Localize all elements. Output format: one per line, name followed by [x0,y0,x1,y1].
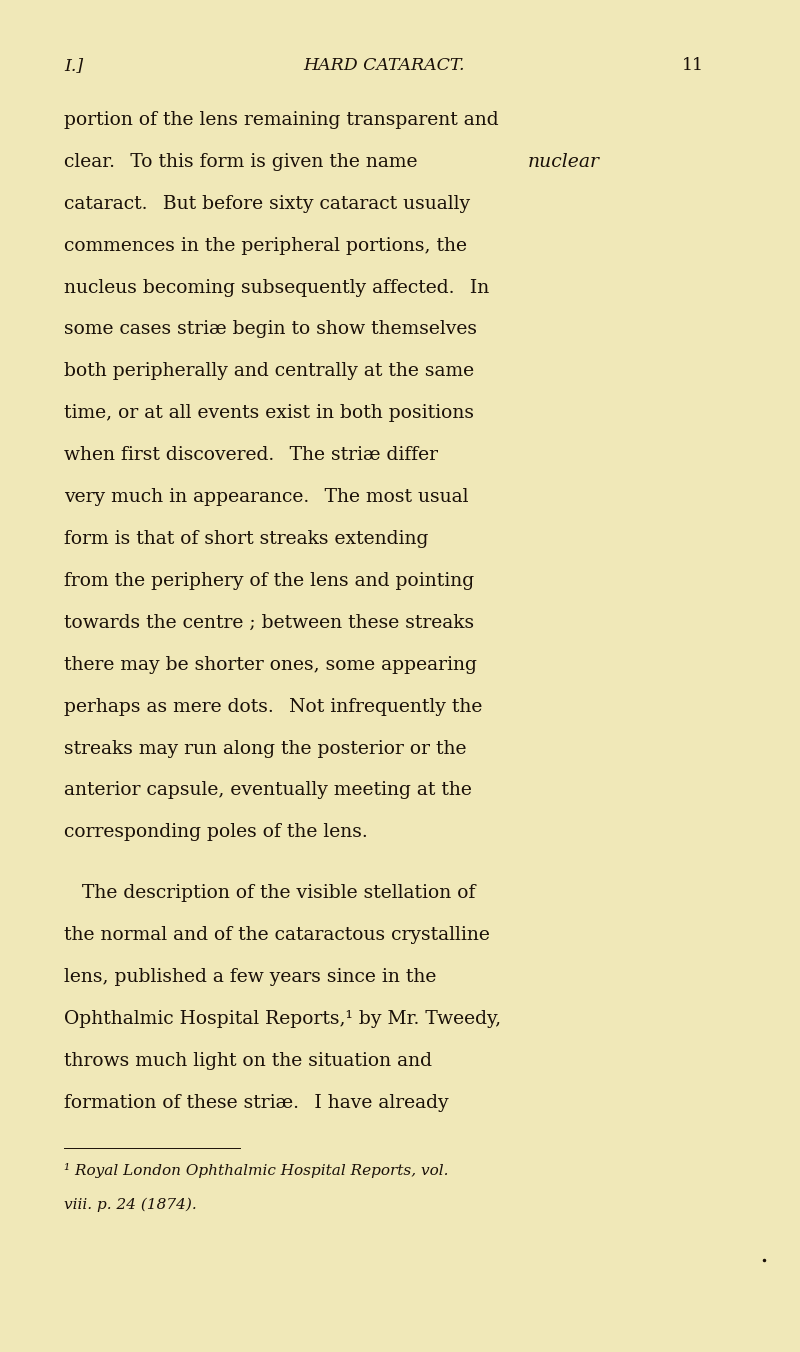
Text: I.]: I.] [64,57,83,74]
Text: there may be shorter ones, some appearing: there may be shorter ones, some appearin… [64,656,477,673]
Text: very much in appearance.  The most usual: very much in appearance. The most usual [64,488,469,506]
Text: Ophthalmic Hospital Reports,¹ by Mr. Tweedy,: Ophthalmic Hospital Reports,¹ by Mr. Twe… [64,1010,501,1028]
Text: portion of the lens remaining transparent and: portion of the lens remaining transparen… [64,111,498,128]
Text: nucleus becoming subsequently affected.  In: nucleus becoming subsequently affected. … [64,279,490,296]
Text: HARD CATARACT.: HARD CATARACT. [303,57,465,74]
Text: throws much light on the situation and: throws much light on the situation and [64,1052,432,1069]
Text: form is that of short streaks extending: form is that of short streaks extending [64,530,428,548]
Text: time, or at all events exist in both positions: time, or at all events exist in both pos… [64,404,474,422]
Text: clear.  To this form is given the name: clear. To this form is given the name [64,153,423,170]
Text: commences in the peripheral portions, the: commences in the peripheral portions, th… [64,237,467,254]
Text: when first discovered.  The striæ differ: when first discovered. The striæ differ [64,446,438,464]
Text: lens, published a few years since in the: lens, published a few years since in the [64,968,436,986]
Text: some cases striæ begin to show themselves: some cases striæ begin to show themselve… [64,320,477,338]
Text: streaks may run along the posterior or the: streaks may run along the posterior or t… [64,740,466,757]
Text: ¹ Royal London Ophthalmic Hospital Reports, vol.: ¹ Royal London Ophthalmic Hospital Repor… [64,1163,449,1178]
Text: viii. p. 24 (1874).: viii. p. 24 (1874). [64,1198,197,1211]
Text: the normal and of the cataractous crystalline: the normal and of the cataractous crysta… [64,926,490,944]
Text: The description of the visible stellation of: The description of the visible stellatio… [64,884,475,902]
Text: perhaps as mere dots.  Not infrequently the: perhaps as mere dots. Not infrequently t… [64,698,482,715]
Text: nuclear: nuclear [528,153,600,170]
Text: cataract.  But before sixty cataract usually: cataract. But before sixty cataract usua… [64,195,470,212]
Text: 11: 11 [682,57,704,74]
Text: corresponding poles of the lens.: corresponding poles of the lens. [64,823,368,841]
Text: anterior capsule, eventually meeting at the: anterior capsule, eventually meeting at … [64,781,472,799]
Text: from the periphery of the lens and pointing: from the periphery of the lens and point… [64,572,474,589]
Text: formation of these striæ.  I have already: formation of these striæ. I have already [64,1094,449,1111]
Text: towards the centre ; between these streaks: towards the centre ; between these strea… [64,614,474,631]
Text: both peripherally and centrally at the same: both peripherally and centrally at the s… [64,362,474,380]
